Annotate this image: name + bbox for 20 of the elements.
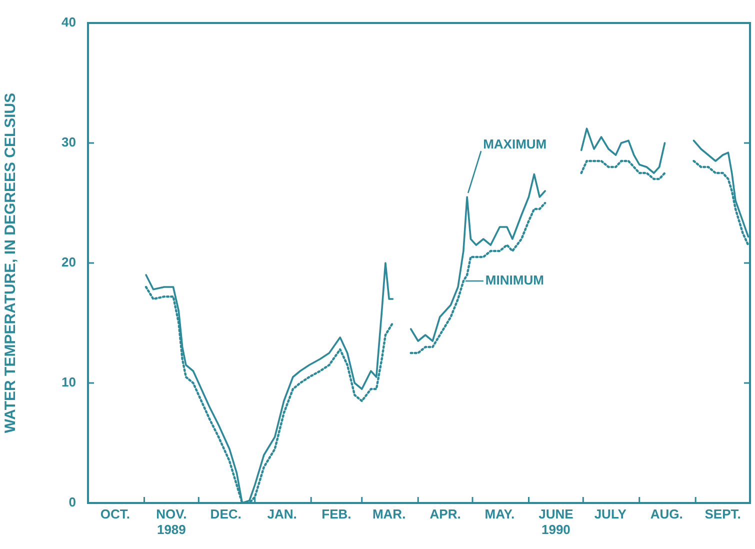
x-tick-label: MAY.	[484, 506, 515, 522]
y-tick-label: 0	[68, 494, 76, 510]
annotation: MAXIMUM	[483, 136, 547, 152]
x-tick-label: FEB.	[322, 506, 352, 522]
y-tick-label: 30	[62, 134, 76, 150]
x-tick-label: MAR.	[372, 506, 406, 522]
x-tick-label: APR.	[430, 506, 461, 522]
x-tick-label: NOV. 1989	[156, 506, 187, 537]
x-tick-label: JULY	[594, 506, 627, 522]
annotation: MINIMUM	[485, 272, 544, 288]
x-tick-label: JAN.	[267, 506, 297, 522]
y-tick-label: 40	[62, 14, 76, 30]
y-tick-label: 10	[62, 374, 76, 390]
y-axis-title: WATER TEMPERATURE, IN DEGREES CELSIUS	[2, 92, 20, 434]
y-tick-label: 20	[62, 254, 76, 270]
x-tick-label: OCT.	[100, 506, 130, 522]
x-tick-label: AUG.	[650, 506, 683, 522]
x-tick-label: DEC.	[210, 506, 242, 522]
x-tick-label: JUNE 1990	[538, 506, 574, 537]
x-tick-label: SEPT.	[704, 506, 741, 522]
